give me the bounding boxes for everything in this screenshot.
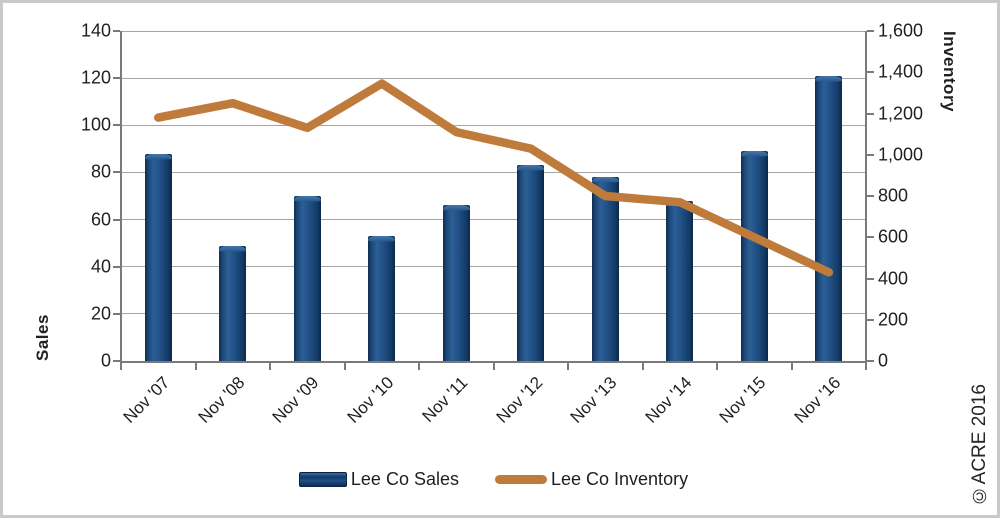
x-axis-label: Nov '13 xyxy=(566,373,621,427)
right-axis-tick xyxy=(867,153,874,156)
right-axis-tick-label: 600 xyxy=(878,226,909,247)
gridline xyxy=(121,30,866,32)
right-axis-line xyxy=(865,31,867,363)
left-axis-tick-label: 0 xyxy=(100,350,111,371)
gridline xyxy=(121,171,866,173)
bar-Nov '15 xyxy=(740,151,768,361)
left-axis-line xyxy=(120,31,122,363)
right-axis-tick-labels: 0 200 400 600 800 1,000 1,200 1,400 1,600 xyxy=(866,21,946,371)
bar-Nov '12 xyxy=(517,165,545,361)
right-axis-tick-label: 400 xyxy=(878,268,909,288)
x-axis-label: Nov '09 xyxy=(268,373,323,427)
bar-Nov '09 xyxy=(293,196,321,361)
left-axis-tick-label: 20 xyxy=(90,303,111,324)
bar-Nov '08 xyxy=(219,245,247,361)
x-axis-tick xyxy=(194,363,197,370)
right-axis-tick-label: 1,200 xyxy=(878,103,924,123)
bar-swatch-icon xyxy=(298,472,347,487)
left-axis-tick-labels: 0 20 40 60 80 100 120 140 xyxy=(3,21,121,371)
right-axis-tick-label: 200 xyxy=(878,309,909,330)
right-axis-tick-label: 0 xyxy=(878,350,889,371)
x-axis-line xyxy=(120,361,867,363)
x-axis-tick xyxy=(641,363,644,370)
plot-area xyxy=(113,30,874,370)
bar-Nov '07 xyxy=(144,153,172,361)
left-axis-tick xyxy=(113,77,120,80)
x-axis-tick xyxy=(120,363,122,370)
legend: Lee Co Sales Lee Co Inventory xyxy=(121,469,866,490)
right-axis-tick-label: 1,000 xyxy=(878,144,924,165)
line-swatch-icon xyxy=(494,475,547,484)
x-axis-label: Nov '08 xyxy=(194,373,249,427)
right-axis-tick xyxy=(867,318,874,321)
legend-entry-inventory: Lee Co Inventory xyxy=(494,469,689,490)
legend-entry-sales: Lee Co Sales xyxy=(298,469,459,490)
x-axis-label: Nov '16 xyxy=(790,373,845,427)
right-axis-tick xyxy=(867,71,874,74)
bar-Nov '11 xyxy=(442,205,470,361)
line-series xyxy=(154,79,834,277)
left-axis-tick-label: 140 xyxy=(80,20,111,41)
left-axis-tick xyxy=(113,124,120,127)
left-axis-tick xyxy=(113,30,120,32)
left-axis-tick-label: 80 xyxy=(90,161,111,182)
right-axis-tick xyxy=(867,30,874,32)
gridline xyxy=(121,77,866,79)
x-axis-tick xyxy=(865,363,867,370)
left-axis-tick-label: 40 xyxy=(90,256,111,277)
right-axis-tick-label: 1,600 xyxy=(878,20,924,41)
x-axis-tick xyxy=(492,363,495,370)
gridline xyxy=(121,266,866,268)
bar-Nov '16 xyxy=(815,75,843,361)
x-axis-label: Nov '11 xyxy=(418,373,472,426)
left-axis-tick-label: 100 xyxy=(80,114,111,135)
x-axis-label: Nov '14 xyxy=(641,373,696,427)
copyright-text: ©ACRE 2016 xyxy=(969,383,990,505)
x-axis-label: Nov '10 xyxy=(343,373,398,427)
x-axis-label: Nov '07 xyxy=(119,373,174,427)
gridline xyxy=(121,313,866,315)
bar-Nov '13 xyxy=(591,177,619,361)
x-axis-tick xyxy=(790,363,793,370)
right-axis-tick-label: 800 xyxy=(878,185,909,206)
right-axis-tick xyxy=(867,360,874,362)
x-axis-label: Nov '15 xyxy=(715,373,770,427)
gridline xyxy=(121,219,866,221)
right-axis-tick-label: 1,400 xyxy=(878,61,924,82)
bar-Nov '10 xyxy=(368,236,396,361)
right-axis-tick xyxy=(867,236,874,239)
right-axis-tick xyxy=(867,277,874,280)
right-axis-tick xyxy=(867,195,874,197)
left-axis-tick xyxy=(113,171,120,174)
x-axis-label: Nov '12 xyxy=(492,373,547,427)
right-axis-title: Inventory xyxy=(940,31,959,113)
left-axis-tick-label: 60 xyxy=(90,209,111,230)
gridline xyxy=(121,124,866,126)
left-axis-tick xyxy=(113,360,120,362)
left-axis-tick-label: 120 xyxy=(80,67,111,88)
left-axis-tick xyxy=(113,218,120,221)
legend-label-sales: Lee Co Sales xyxy=(350,469,459,489)
x-axis-tick xyxy=(269,363,271,370)
x-axis-tick xyxy=(343,363,346,370)
right-axis-tick xyxy=(867,112,874,115)
x-axis-tick xyxy=(716,363,718,370)
x-axis-tick xyxy=(418,363,420,370)
x-axis-tick xyxy=(567,363,569,370)
left-axis-tick xyxy=(113,312,120,315)
legend-label-inventory: Lee Co Inventory xyxy=(550,469,689,489)
left-axis-tick xyxy=(113,265,120,268)
